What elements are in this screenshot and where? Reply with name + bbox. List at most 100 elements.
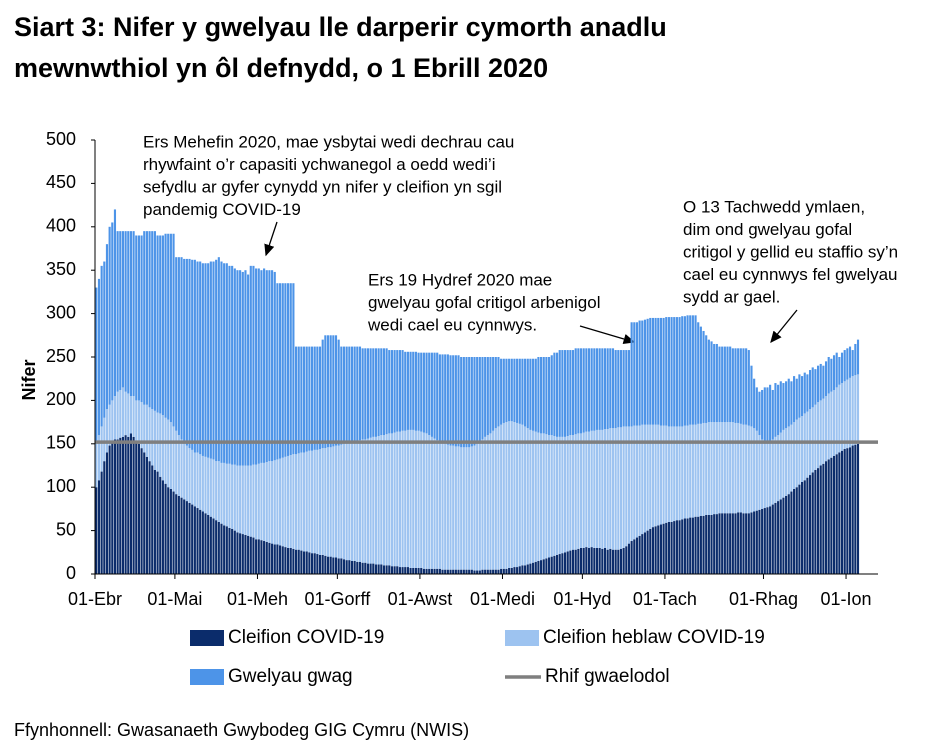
bar-segment — [212, 261, 215, 460]
bar-segment — [140, 402, 143, 449]
bar-segment — [609, 548, 612, 574]
bar-segment — [193, 506, 196, 574]
bar-segment — [252, 265, 255, 465]
bar-segment — [657, 317, 660, 425]
bar-segment — [297, 549, 300, 574]
bar-segment — [670, 317, 673, 427]
bar-segment — [321, 339, 324, 449]
bar-segment — [124, 231, 127, 392]
bar-segment — [167, 419, 170, 488]
legend-label: Cleifion heblaw COVID-19 — [543, 627, 765, 648]
bar-segment — [169, 488, 172, 574]
bar-segment — [228, 527, 231, 574]
bar-segment — [508, 421, 511, 568]
bar-segment — [598, 348, 601, 430]
bar-segment — [353, 346, 356, 443]
bar-segment — [356, 346, 359, 442]
bar-segment — [492, 569, 495, 574]
bar-segment — [143, 404, 146, 453]
bar-segment — [681, 426, 684, 520]
bar-segment — [577, 433, 580, 549]
bar-segment — [774, 502, 777, 574]
bar-segment — [763, 387, 766, 444]
bar-segment — [824, 361, 828, 397]
bar-segment — [753, 428, 756, 512]
bar-segment — [260, 270, 263, 463]
bar-segment — [729, 422, 732, 514]
bar-segment — [513, 358, 516, 423]
bar-segment — [460, 569, 463, 574]
bar-segment — [289, 547, 292, 574]
bar-segment — [169, 233, 172, 423]
bar-segment — [739, 512, 742, 574]
bar-segment — [233, 464, 236, 531]
bar-segment — [816, 402, 820, 469]
bar-segment — [548, 435, 551, 558]
bar-segment — [417, 430, 420, 568]
bar-segment — [777, 501, 780, 574]
bar-segment — [374, 348, 378, 437]
bar-segment — [369, 348, 372, 438]
bar-segment — [433, 568, 436, 574]
bar-segment — [603, 547, 607, 574]
bar-segment — [643, 319, 647, 425]
bar-segment — [409, 429, 412, 568]
bar-segment — [193, 259, 196, 453]
bar-segment — [545, 558, 548, 574]
bar-segment — [651, 424, 655, 528]
bar-segment — [545, 434, 548, 559]
bar-segment — [710, 341, 713, 423]
bar-segment — [555, 554, 559, 574]
bar-segment — [476, 570, 479, 574]
bar-segment — [785, 428, 788, 496]
bar-segment — [406, 351, 409, 430]
bar-segment — [300, 452, 303, 551]
bar-segment — [255, 464, 258, 540]
bar-segment — [151, 231, 154, 410]
bar-segment — [372, 436, 375, 564]
bar-segment — [316, 554, 319, 574]
bar-segment — [793, 488, 796, 574]
bar-segment — [516, 422, 519, 568]
bar-segment — [670, 521, 673, 574]
bar-segment — [585, 348, 588, 432]
bar-segment — [457, 569, 460, 574]
bar-segment — [683, 316, 686, 426]
bar-segment — [489, 433, 492, 570]
bar-segment — [342, 346, 346, 444]
bar-segment — [398, 350, 401, 432]
bar-segment — [673, 521, 676, 574]
bar-segment — [524, 358, 527, 427]
bar-segment — [127, 393, 130, 437]
bar-segment — [577, 348, 580, 434]
bar-segment — [289, 455, 292, 548]
bar-segment — [811, 367, 814, 408]
bar-segment — [729, 513, 732, 574]
bar-segment — [726, 346, 729, 423]
bar-segment — [470, 357, 473, 447]
bar-segment — [689, 517, 692, 574]
bar-segment — [236, 465, 239, 533]
bar-segment — [633, 425, 636, 540]
bar-segment — [244, 465, 247, 535]
bar-segment — [574, 348, 577, 435]
bar-segment — [119, 389, 122, 438]
bar-segment — [188, 448, 191, 503]
bar-segment — [428, 435, 431, 569]
bar-segment — [452, 569, 455, 574]
bar-segment — [710, 422, 713, 515]
bar-segment — [460, 357, 463, 448]
bar-segment — [457, 446, 460, 570]
bar-segment — [350, 442, 354, 561]
bar-segment — [127, 231, 130, 394]
bar-segment — [854, 375, 857, 445]
bar-segment — [529, 429, 532, 564]
bar-segment — [811, 472, 814, 574]
bar-segment — [649, 528, 652, 574]
bar-segment — [366, 563, 370, 574]
bar-segment — [675, 520, 678, 574]
bar-segment — [185, 258, 188, 446]
bar-segment — [287, 283, 290, 456]
bar-segment — [457, 355, 460, 447]
bar-segment — [332, 335, 335, 447]
